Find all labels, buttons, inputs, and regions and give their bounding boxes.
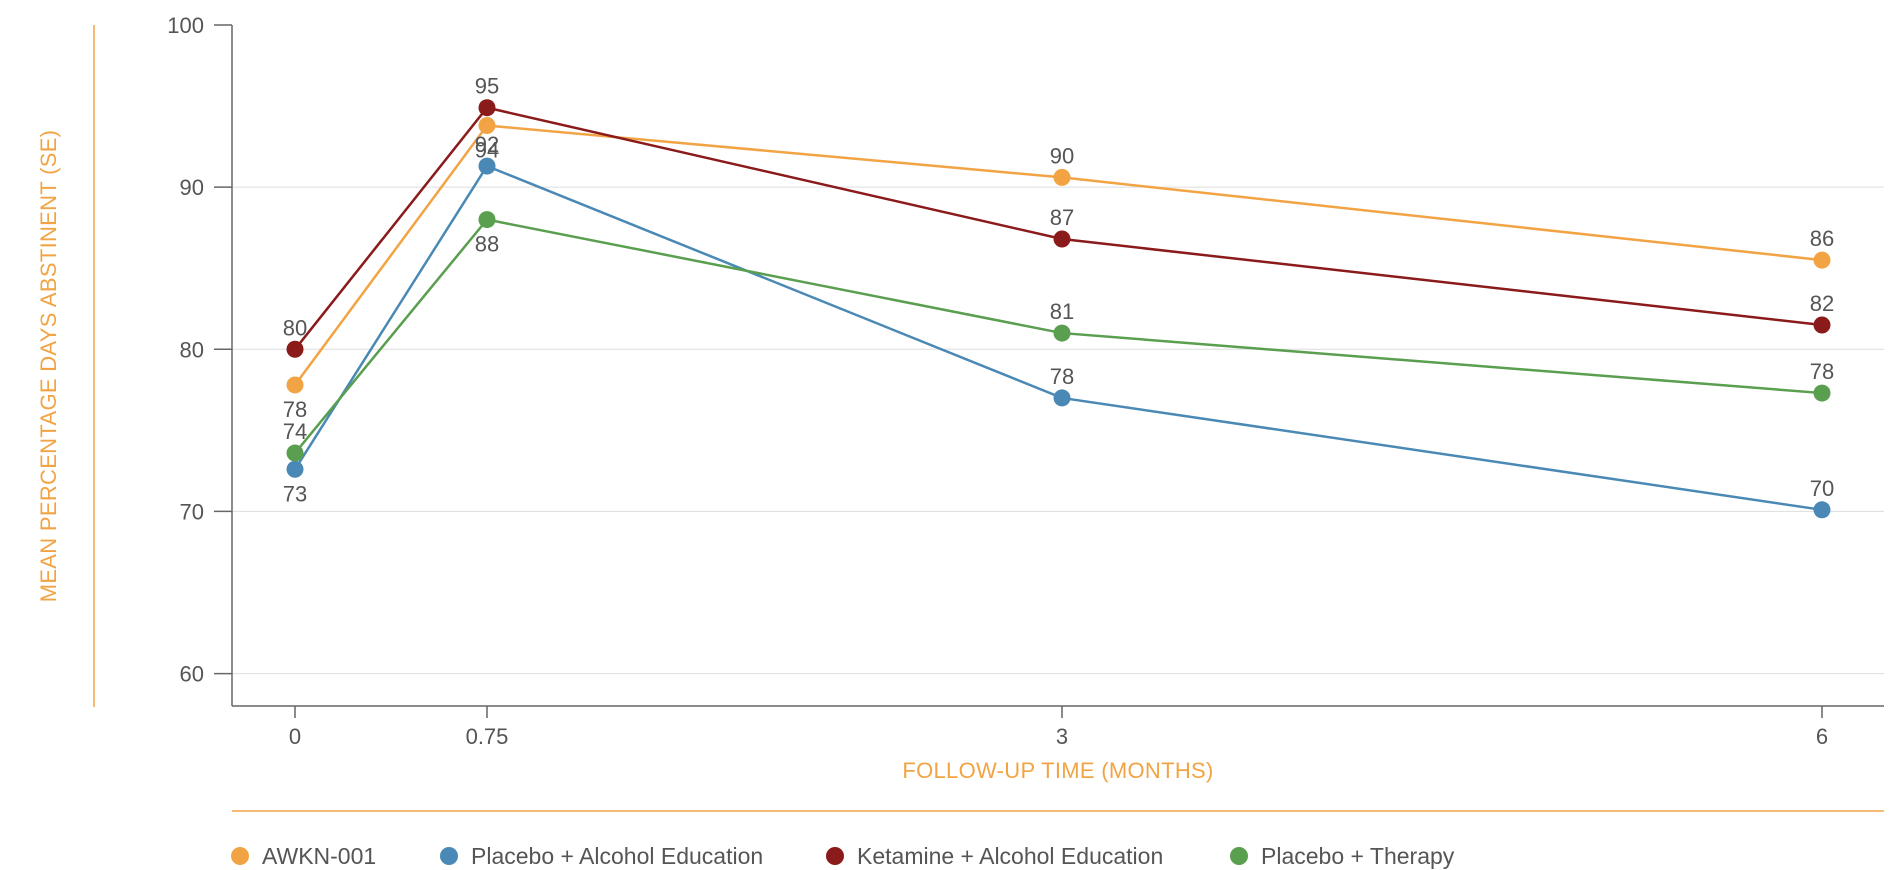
legend: AWKN-001 Placebo + Alcohol Education Ketam…	[231, 843, 1455, 869]
data-point-3-1	[478, 211, 496, 229]
data-points	[286, 99, 1831, 519]
tick-labels: 60 70 80 90 100 0 0.75 3 6	[167, 13, 1828, 749]
y-tick-label-60: 60	[180, 662, 204, 687]
y-axis-title: MEAN PERCENTAGE DAYS ABSTINENT (SE)	[36, 130, 61, 603]
data-label-3-3: 78	[1810, 359, 1834, 384]
legend-swatch-2	[826, 847, 844, 865]
data-label-0-1: 94	[475, 138, 499, 163]
data-point-1-3	[1813, 501, 1831, 519]
x-axis-title: FOLLOW-UP TIME (MONTHS)	[902, 758, 1213, 783]
x-tick-label-1: 0.75	[466, 724, 509, 749]
series-line-0	[293, 124, 1823, 386]
data-point-2-2	[1053, 230, 1071, 248]
data-label-2-2: 87	[1050, 205, 1074, 230]
legend-label-0: AWKN-001	[262, 843, 376, 869]
data-point-1-0	[286, 460, 304, 478]
data-label-1-0: 73	[283, 481, 307, 506]
data-point-3-3	[1813, 384, 1831, 402]
y-tick-label-80: 80	[180, 337, 204, 362]
legend-swatch-1	[440, 847, 458, 865]
legend-swatch-0	[231, 847, 249, 865]
data-label-2-1: 95	[475, 74, 499, 99]
series-lines	[293, 106, 1823, 512]
data-point-0-3	[1813, 251, 1831, 269]
y-tick-label-70: 70	[180, 499, 204, 524]
data-labels: 78 94 90 86 73 92 78 70 80 95 87 82 74 88 81 78	[283, 74, 1834, 507]
data-point-3-0	[286, 444, 304, 462]
data-label-3-0: 74	[283, 419, 307, 444]
data-point-2-3	[1813, 316, 1831, 334]
data-point-0-0	[286, 376, 304, 394]
data-label-0-2: 90	[1050, 143, 1074, 168]
y-tick-label-100: 100	[167, 13, 204, 38]
legend-item-1: Placebo + Alcohol Education	[440, 843, 763, 869]
data-point-2-0	[286, 340, 304, 358]
data-label-0-0: 78	[283, 397, 307, 422]
data-label-1-1: 92	[475, 132, 499, 157]
data-point-1-2	[1053, 389, 1071, 407]
data-label-3-1: 88	[475, 232, 499, 257]
data-label-2-0: 80	[283, 315, 307, 340]
x-tick-label-2: 3	[1056, 724, 1068, 749]
series-line-3	[294, 218, 1823, 454]
legend-item-2: Ketamine + Alcohol Education	[826, 843, 1163, 869]
data-label-1-2: 78	[1050, 364, 1074, 389]
data-label-2-3: 82	[1810, 291, 1834, 316]
x-tick-label-0: 0	[289, 724, 301, 749]
data-point-2-1	[478, 99, 496, 117]
legend-label-1: Placebo + Alcohol Education	[471, 843, 763, 869]
x-tick-label-3: 6	[1816, 724, 1828, 749]
series-line-2	[294, 106, 1823, 351]
y-tick-label-90: 90	[180, 175, 204, 200]
data-point-3-2	[1053, 324, 1071, 342]
grid-lines	[232, 186, 1884, 675]
axes	[231, 25, 1884, 707]
data-label-1-3: 70	[1810, 476, 1834, 501]
series-line-1	[293, 164, 1823, 512]
legend-label-2: Ketamine + Alcohol Education	[857, 843, 1163, 869]
data-point-0-1	[478, 117, 496, 135]
legend-item-3: Placebo + Therapy	[1230, 843, 1455, 869]
data-label-3-2: 81	[1050, 299, 1074, 324]
legend-item-0: AWKN-001	[231, 843, 376, 869]
legend-label-3: Placebo + Therapy	[1261, 843, 1455, 869]
data-label-0-3: 86	[1810, 226, 1834, 251]
legend-swatch-3	[1230, 847, 1248, 865]
data-point-0-2	[1053, 168, 1071, 186]
data-point-1-1	[478, 157, 496, 175]
